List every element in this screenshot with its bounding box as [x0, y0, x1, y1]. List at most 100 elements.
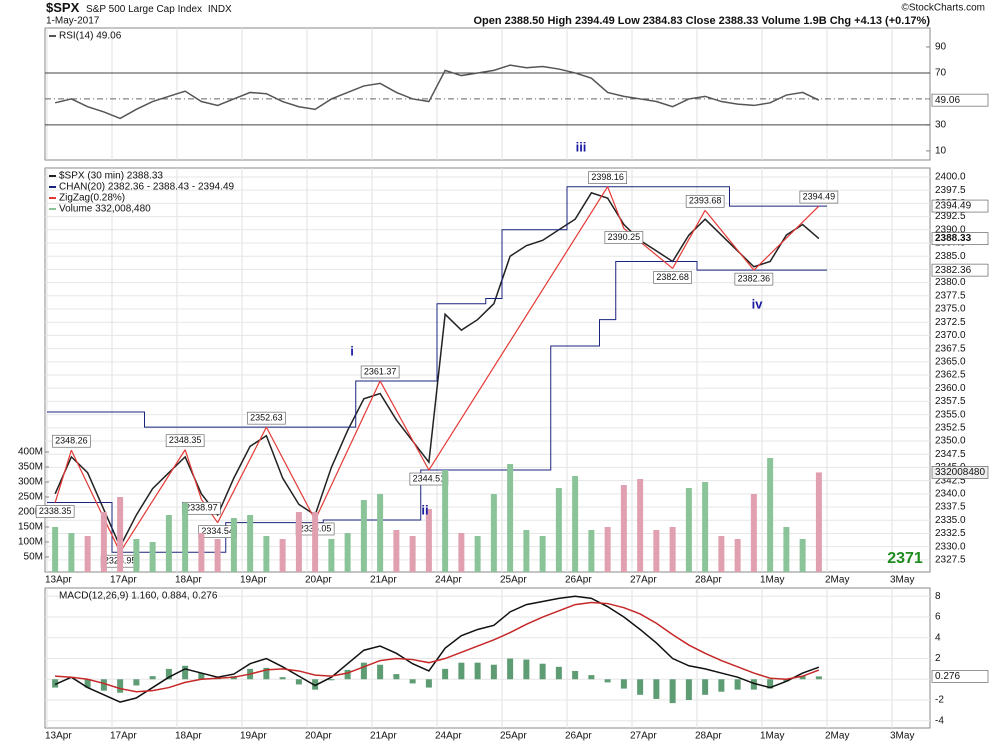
- bar: [507, 658, 514, 680]
- bar: [474, 662, 481, 680]
- legend-label: Volume 332,008,480: [59, 204, 151, 215]
- bar: [669, 679, 676, 704]
- x-tick-label: 24Apr: [435, 575, 462, 586]
- pivot-label-box: [165, 434, 205, 448]
- bar: [100, 512, 107, 572]
- y-tick-label: 4: [935, 632, 941, 643]
- bar: [637, 679, 644, 695]
- panel: [44, 587, 931, 729]
- bar: [165, 668, 172, 680]
- pivot-label: 2382.36: [738, 274, 771, 284]
- last-value-label: 2382.36: [935, 265, 972, 276]
- x-tick-label: 13Apr: [45, 575, 72, 586]
- y2-tick-label: 350M: [18, 462, 43, 473]
- y-tick-label: 2400.0: [935, 172, 966, 183]
- source: ©StockCharts.com: [901, 3, 985, 14]
- pivot-label-box: [685, 195, 725, 208]
- bar: [149, 542, 156, 572]
- bar: [474, 536, 481, 572]
- bar: [588, 675, 595, 680]
- bar: [360, 662, 367, 680]
- last-value-label: 0.276: [935, 671, 960, 682]
- bar: [799, 539, 806, 572]
- line-series: [55, 601, 820, 693]
- bar: [263, 536, 270, 572]
- bar: [279, 677, 286, 680]
- bar: [425, 509, 432, 572]
- pivot-label-box: [247, 411, 286, 425]
- bar: [734, 679, 741, 690]
- y-tick-label: 2375.0: [935, 304, 966, 315]
- y-tick-label: 2340.0: [935, 488, 966, 499]
- line-series: [54, 64, 820, 120]
- bar: [555, 488, 562, 572]
- x-tick-label: 27Apr: [630, 731, 657, 742]
- pivot-label-box: [653, 271, 692, 284]
- pivot-label: 2348.26: [55, 436, 88, 446]
- x-tick-label: 21Apr: [370, 575, 397, 586]
- bar: [702, 679, 709, 695]
- bar: [458, 662, 465, 680]
- bar: [344, 533, 351, 572]
- y2-tick-label: 250M: [18, 492, 43, 503]
- y-tick-label: 2392.5: [935, 211, 966, 222]
- zigzag-segment: [314, 380, 381, 521]
- x-tick-label: 3May: [890, 731, 914, 742]
- y-tick-label: 2390.0: [935, 224, 966, 235]
- pivot-label: 2390.25: [608, 232, 641, 242]
- bar: [149, 676, 156, 680]
- bar: [653, 679, 660, 699]
- y2-tick-label: 150M: [18, 522, 43, 533]
- bar: [685, 488, 692, 572]
- annotation: ii: [421, 502, 428, 517]
- y-tick-label: 2342.5: [935, 475, 966, 486]
- zigzag-segment: [607, 186, 625, 229]
- y-tick-label: 90: [935, 42, 947, 53]
- y-tick-label: 2335.0: [935, 515, 966, 526]
- pivot-label: 2344.51: [413, 473, 446, 483]
- x-tick-label: 1May: [760, 575, 784, 586]
- bar: [409, 536, 416, 572]
- bar: [815, 676, 822, 680]
- bar: [669, 527, 676, 572]
- bar: [507, 464, 514, 572]
- pivot-label: 2338.35: [39, 506, 72, 516]
- bar: [247, 515, 254, 572]
- bar: [393, 674, 400, 680]
- bar: [393, 530, 400, 572]
- y-tick-label: 2350.0: [935, 436, 966, 447]
- x-tick-label: 24Apr: [435, 731, 462, 742]
- bar: [198, 673, 205, 680]
- panel: [44, 27, 931, 161]
- bar: [360, 500, 367, 572]
- bar: [133, 679, 140, 686]
- last-value-box: [931, 199, 989, 213]
- bar: [458, 533, 465, 572]
- bar: [539, 536, 546, 572]
- x-tick-label: 26Apr: [565, 731, 592, 742]
- x-tick-label: 2May: [825, 575, 849, 586]
- channel-line: [47, 186, 827, 428]
- annotation: 2371: [887, 550, 923, 567]
- x-tick-label: 17Apr: [110, 575, 137, 586]
- zigzag-segment: [184, 449, 202, 500]
- y2-tick-label: 50M: [24, 552, 43, 563]
- y-tick-label: 2370.0: [935, 330, 966, 341]
- bar: [295, 512, 302, 572]
- pivot-label-box: [734, 272, 774, 286]
- x-tick-label: 20Apr: [305, 575, 332, 586]
- zigzag-segment: [428, 186, 609, 471]
- bar: [442, 668, 449, 680]
- bar: [425, 679, 432, 688]
- last-value-label: 2394.49: [935, 201, 972, 212]
- y-tick-label: 2352.5: [935, 422, 966, 433]
- bar: [572, 670, 579, 680]
- pivot-label: 2352.63: [250, 413, 283, 423]
- bar: [165, 515, 172, 572]
- bar: [100, 679, 107, 691]
- bar: [182, 665, 189, 680]
- zigzag-segment: [54, 450, 72, 503]
- y-tick-label: -4: [935, 715, 944, 726]
- bar: [52, 679, 59, 688]
- legend-title: MACD(12,26,9) 1.160, 0.884, 0.276: [59, 591, 218, 602]
